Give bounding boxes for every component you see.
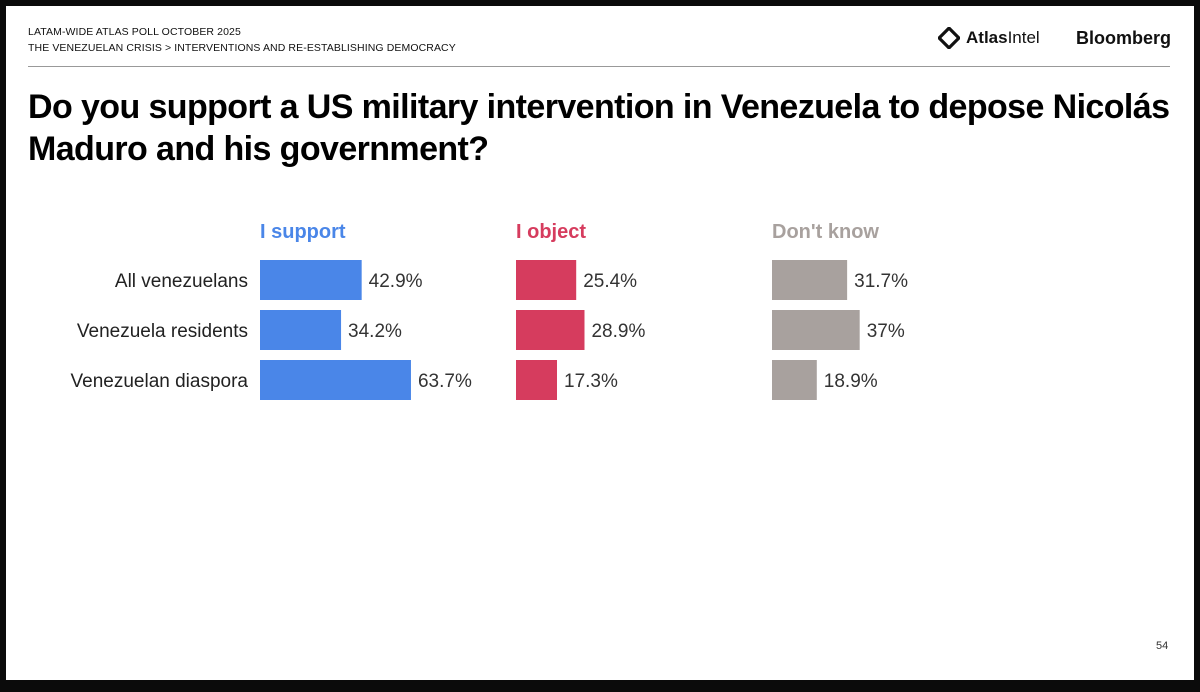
value-label-i-support-venezuela-residents: 34.2% [348,321,402,342]
bar-i-support-venezuelan-diaspora [260,360,411,400]
atlasintel-wordmark: AtlasIntel [966,28,1040,47]
value-label-i-object-venezuelan-diaspora: 17.3% [564,371,618,392]
bar-i-support-all-venezuelans [260,260,362,300]
category-label-venezuela-residents: Venezuela residents [77,321,248,342]
value-label-i-support-venezuelan-diaspora: 63.7% [418,371,472,392]
value-label-don-t-know-venezuelan-diaspora: 18.9% [824,371,878,392]
bar-i-support-venezuela-residents [260,310,342,350]
bar-i-object-venezuela-residents [516,310,585,350]
category-label-venezuelan-diaspora: Venezuelan diaspora [71,371,249,392]
series-header-i-object: I object [516,221,586,243]
series-header-i-support: I support [260,221,346,243]
bar-i-object-all-venezuelans [516,260,577,300]
atlasintel-logo: AtlasIntel [938,25,1040,51]
bar-chart: All venezuelans Venezuela residents Venezu… [71,221,908,400]
bloomberg-logo: Bloomberg [1076,28,1172,48]
bar-i-object-venezuelan-diaspora [516,360,558,400]
header-divider [28,66,1170,67]
header-poll-name: LATAM-WIDE ATLAS POLL OCTOBER 2025 [28,26,241,38]
value-label-i-support-all-venezuelans: 42.9% [369,271,423,292]
series-header-don-t-know: Don't know [772,221,879,243]
value-label-i-object-all-venezuelans: 25.4% [583,271,637,292]
value-label-don-t-know-venezuela-residents: 37% [867,321,905,342]
header-breadcrumb: THE VENEZUELAN CRISIS > INTERVENTIONS AN… [28,42,456,54]
category-label-all-venezuelans: All venezuelans [115,271,248,292]
atlasintel-icon [938,27,960,49]
value-label-i-object-venezuela-residents: 28.9% [591,321,645,342]
bar-don-t-know-venezuelan-diaspora [772,360,817,400]
slide: LATAM-WIDE ATLAS POLL OCTOBER 2025 THE V… [6,6,1194,680]
bar-don-t-know-venezuela-residents [772,310,860,350]
chart-title: Do you support a US military interventio… [28,88,1170,168]
bar-don-t-know-all-venezuelans [772,260,848,300]
page-number: 54 [1156,640,1169,652]
value-label-don-t-know-all-venezuelans: 31.7% [854,271,908,292]
